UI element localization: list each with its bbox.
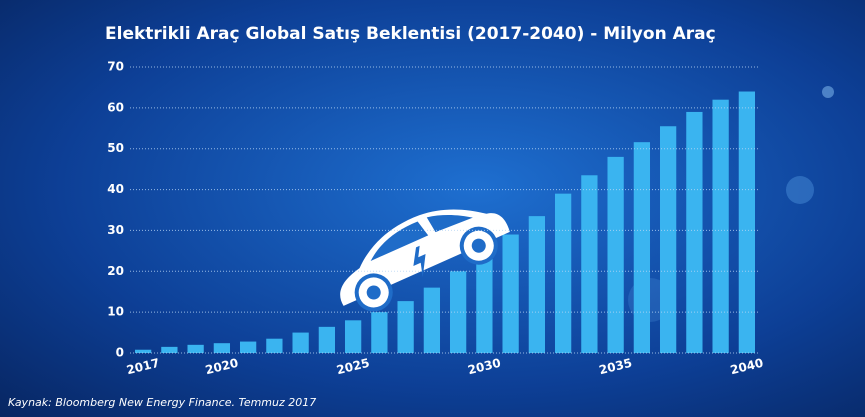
bar xyxy=(581,175,598,353)
bar xyxy=(502,234,519,353)
source-note: Kaynak: Bloomberg New Energy Finance. Te… xyxy=(8,396,316,409)
car-icon xyxy=(340,209,510,312)
y-tick-label: 30 xyxy=(107,223,124,237)
y-tick-label: 70 xyxy=(107,60,124,74)
bar xyxy=(712,99,729,353)
bar xyxy=(554,193,572,353)
bar xyxy=(686,111,703,353)
y-tick-label: 60 xyxy=(107,100,124,114)
chart-title: Elektrikli Araç Global Satış Beklentisi … xyxy=(105,24,716,44)
bar xyxy=(239,341,257,353)
bar xyxy=(161,346,178,353)
bar xyxy=(134,349,152,353)
bar xyxy=(292,332,309,353)
bokeh xyxy=(786,176,814,204)
bar xyxy=(476,252,493,353)
bar xyxy=(318,326,336,353)
bar xyxy=(213,343,231,353)
bar xyxy=(397,301,414,353)
y-tick-label: 50 xyxy=(107,141,124,155)
bar xyxy=(371,312,388,353)
bar xyxy=(423,287,441,353)
bar xyxy=(528,216,546,353)
bar xyxy=(449,271,467,353)
y-tick-label: 40 xyxy=(107,182,124,196)
bar xyxy=(266,338,283,353)
bar xyxy=(607,156,624,353)
y-tick-label: 0 xyxy=(116,346,124,360)
bar xyxy=(344,320,362,353)
bar xyxy=(738,91,756,353)
bar xyxy=(633,142,651,353)
y-tick-label: 20 xyxy=(107,264,124,278)
bar xyxy=(187,344,204,353)
bokeh xyxy=(822,86,834,98)
y-tick-label: 10 xyxy=(107,305,124,319)
bar xyxy=(659,126,677,353)
